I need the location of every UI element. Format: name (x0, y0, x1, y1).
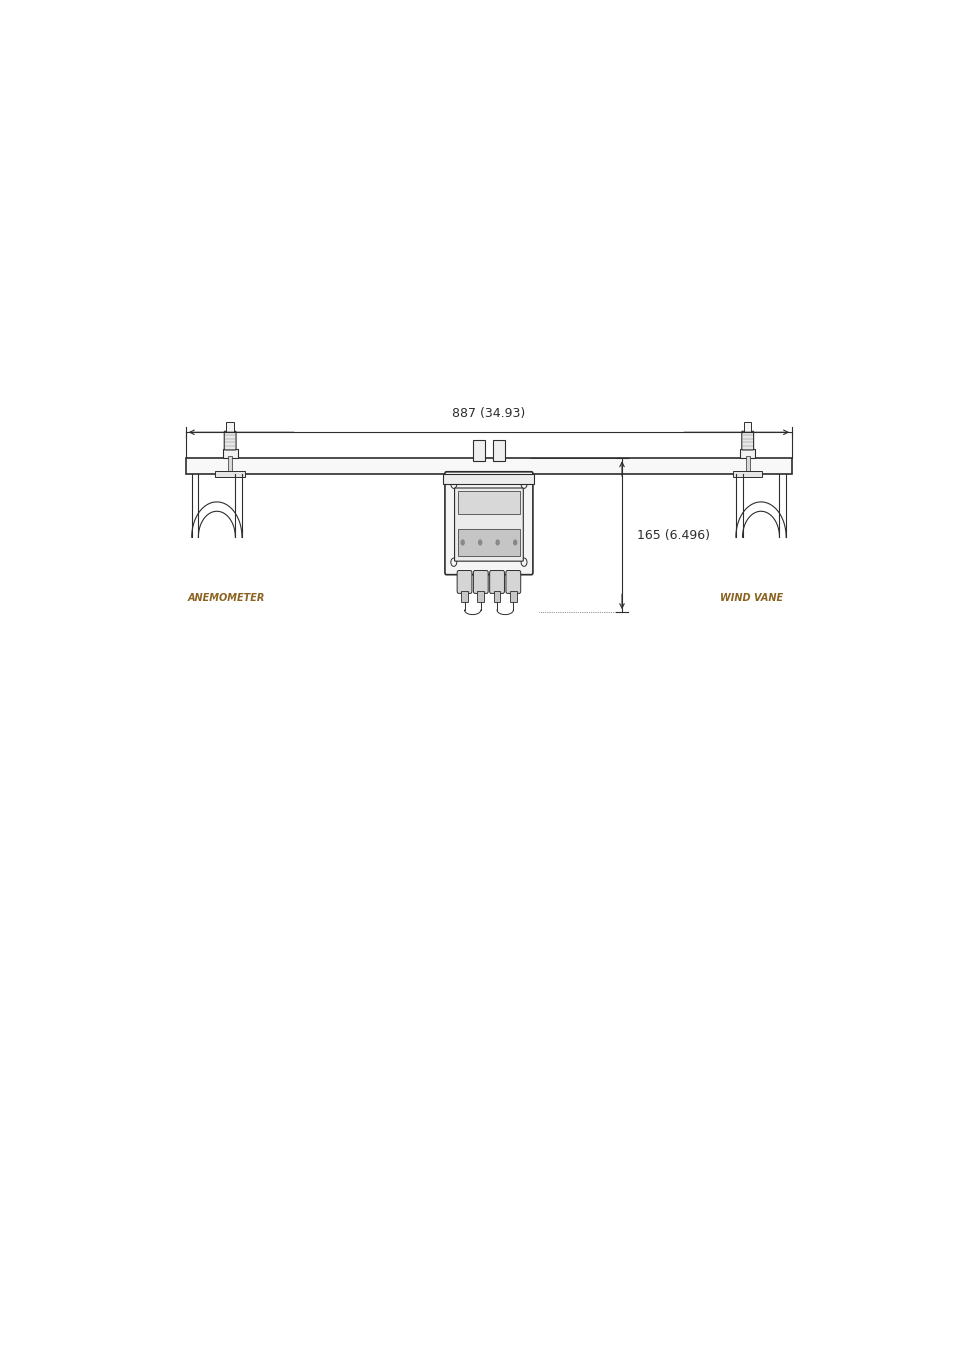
FancyBboxPatch shape (489, 571, 504, 594)
FancyBboxPatch shape (741, 431, 753, 450)
FancyBboxPatch shape (505, 571, 520, 594)
Bar (510, 591, 517, 602)
Circle shape (495, 540, 499, 545)
Bar (457, 491, 519, 514)
Bar (743, 421, 751, 432)
Circle shape (513, 540, 517, 545)
Text: ANEMOMETER: ANEMOMETER (188, 594, 265, 603)
Bar (228, 456, 232, 474)
Bar (457, 529, 519, 556)
Bar (222, 450, 237, 458)
Bar (472, 440, 485, 462)
Text: WIND VANE: WIND VANE (720, 594, 782, 603)
Bar (186, 458, 791, 474)
Circle shape (460, 540, 464, 545)
Bar (443, 474, 534, 485)
Bar (226, 421, 233, 432)
Bar (732, 471, 761, 477)
Bar (215, 471, 245, 477)
Text: 887 (34.93): 887 (34.93) (452, 406, 525, 420)
FancyBboxPatch shape (456, 571, 472, 594)
FancyBboxPatch shape (224, 431, 235, 450)
Bar (745, 456, 749, 474)
FancyBboxPatch shape (473, 571, 488, 594)
FancyBboxPatch shape (444, 471, 533, 575)
Text: 165 (6.496): 165 (6.496) (637, 529, 709, 541)
Bar (476, 591, 483, 602)
Circle shape (477, 540, 482, 545)
Bar (494, 591, 500, 602)
Bar (492, 440, 505, 462)
FancyBboxPatch shape (454, 487, 523, 562)
Bar (740, 450, 755, 458)
Bar (460, 591, 467, 602)
